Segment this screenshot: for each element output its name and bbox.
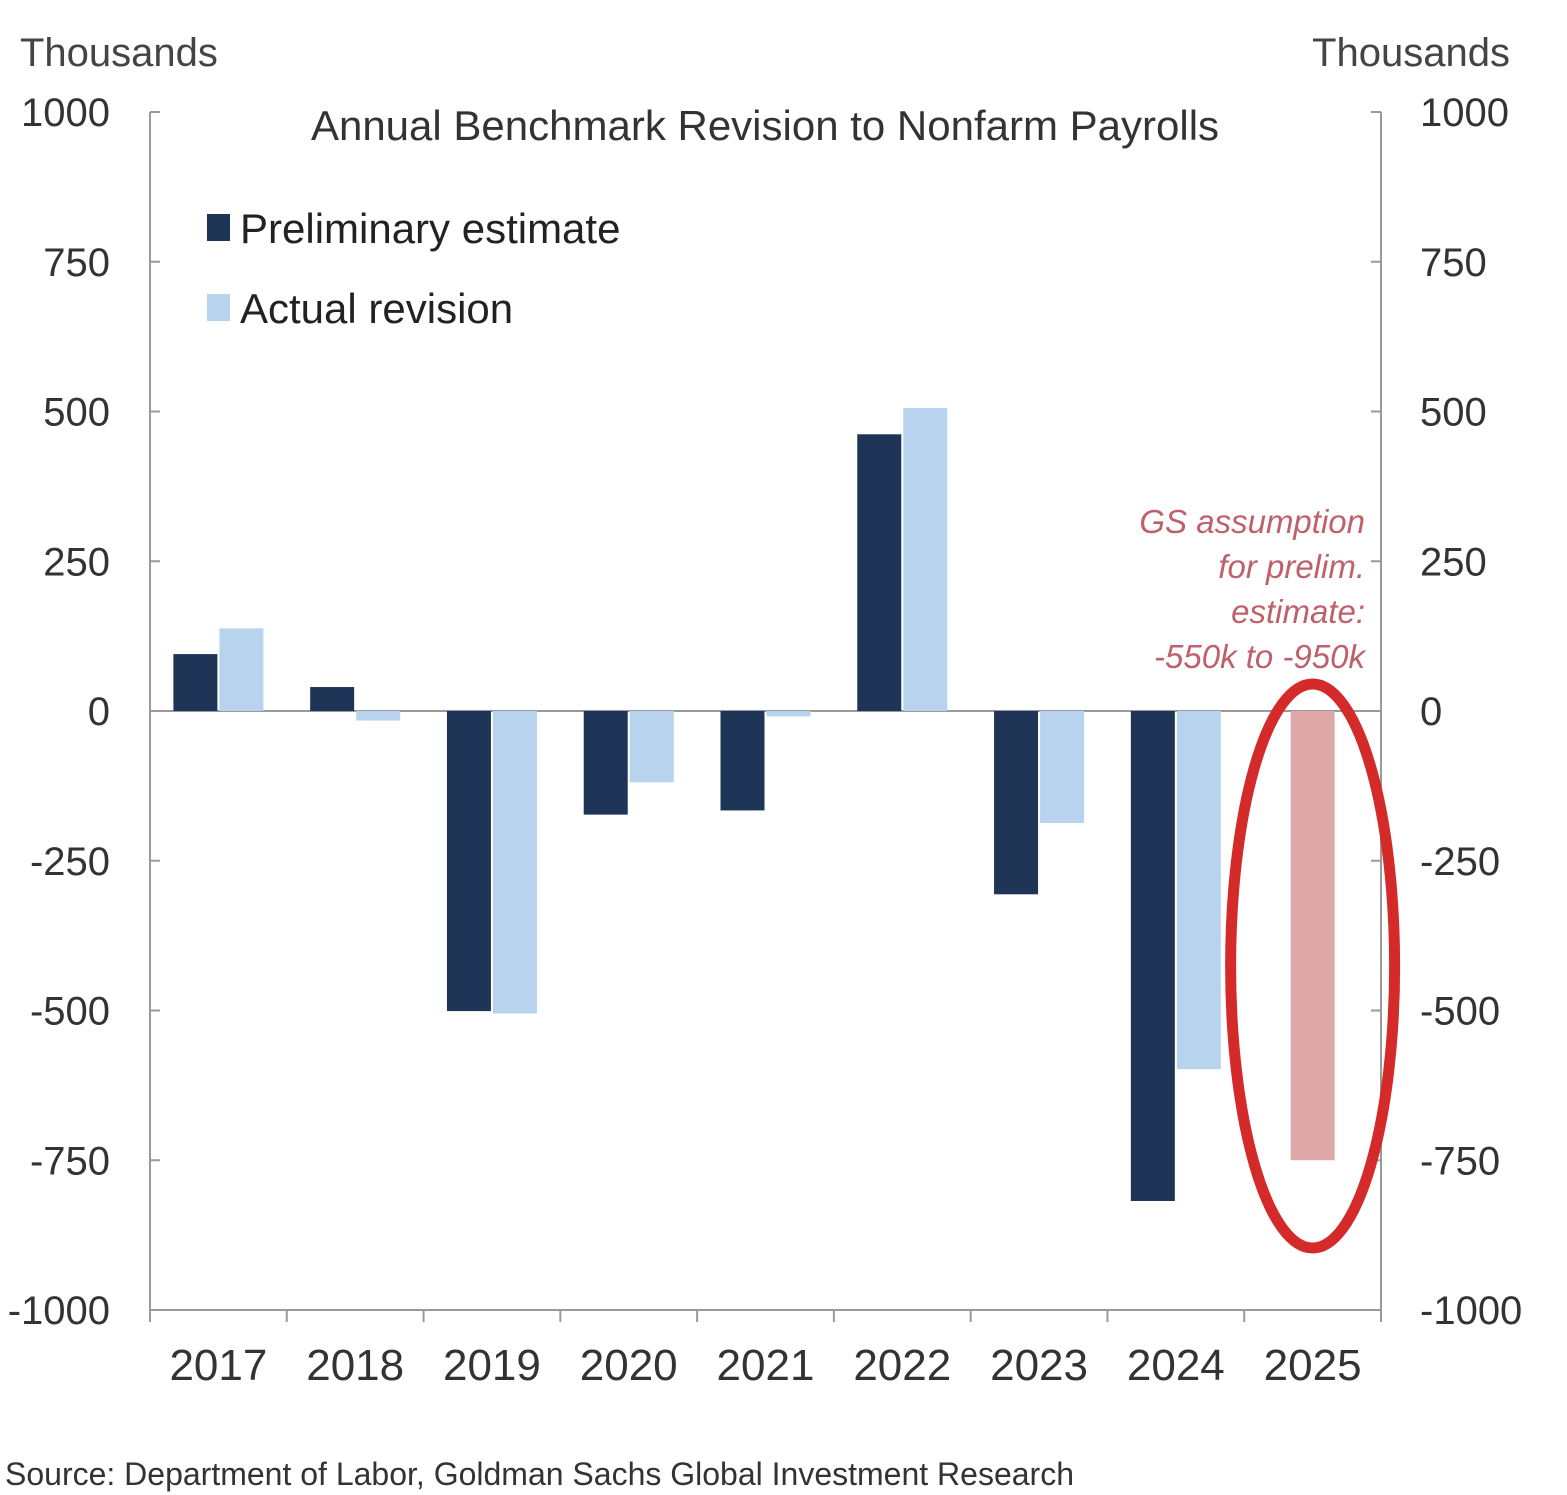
- highlight-ellipse: [1225, 678, 1401, 1254]
- legend-swatch-actual: [207, 294, 230, 321]
- bar-actual: [356, 711, 401, 721]
- annotation-line-3: estimate:: [1231, 593, 1365, 630]
- bar-preliminary: [310, 687, 355, 711]
- bar-actual: [903, 407, 948, 711]
- bar-actual: [1176, 711, 1221, 1070]
- left-tick-label: 0: [88, 690, 110, 734]
- left-tick-label: 1000: [21, 91, 110, 135]
- chart-title: Annual Benchmark Revision to Nonfarm Pay…: [311, 102, 1219, 149]
- source-note: Source: Department of Labor, Goldman Sac…: [5, 1456, 1074, 1492]
- bar-preliminary: [1130, 711, 1175, 1201]
- bar-actual: [766, 711, 811, 717]
- right-axis-unit: Thousands: [1312, 31, 1510, 75]
- category-label: 2022: [853, 1341, 951, 1390]
- left-tick-label: -750: [30, 1139, 110, 1183]
- category-label: 2025: [1264, 1341, 1362, 1390]
- right-tick-label: 250: [1420, 540, 1487, 584]
- annotation-line-1: GS assumption: [1139, 503, 1365, 540]
- legend-label-preliminary: Preliminary estimate: [240, 205, 620, 252]
- annotation-line-2: for prelim.: [1218, 548, 1365, 585]
- tick-labels: 1000 1000 750 750 500 500 250 250 0 0 -250 -250 -500…: [8, 91, 1523, 1390]
- left-tick-label: 500: [43, 391, 110, 435]
- left-tick-label: -500: [30, 990, 110, 1034]
- category-label: 2018: [306, 1341, 404, 1390]
- bar-actual: [1040, 711, 1085, 824]
- bar-preliminary: [720, 711, 765, 811]
- bars: [173, 407, 1335, 1201]
- category-label: 2017: [169, 1341, 267, 1390]
- right-tick-label: -500: [1420, 990, 1500, 1034]
- annotation-line-4: -550k to -950k: [1154, 638, 1366, 675]
- right-tick-label: 1000: [1420, 91, 1509, 135]
- left-axis-unit: Thousands: [20, 31, 218, 75]
- left-tick-label: 750: [43, 241, 110, 285]
- bar-preliminary: [994, 711, 1039, 895]
- gs-annotation: GS assumption for prelim. estimate: -550…: [1139, 503, 1366, 675]
- left-tick-label: -250: [30, 840, 110, 884]
- bar-preliminary: [446, 711, 491, 1012]
- category-label: 2024: [1127, 1341, 1225, 1390]
- right-tick-label: -1000: [1420, 1289, 1522, 1333]
- right-tick-label: 500: [1420, 391, 1487, 435]
- left-tick-label: 250: [43, 540, 110, 584]
- bar-actual: [492, 711, 537, 1014]
- left-tick-label: -1000: [8, 1289, 110, 1333]
- bar-preliminary: [583, 711, 628, 815]
- bar-actual: [629, 711, 674, 783]
- category-label: 2021: [717, 1341, 815, 1390]
- right-tick-label: 750: [1420, 241, 1487, 285]
- bar-preliminary: [173, 654, 218, 711]
- right-tick-label: 0: [1420, 690, 1442, 734]
- bar-actual: [219, 628, 264, 711]
- legend-label-actual: Actual revision: [240, 285, 513, 332]
- legend: Preliminary estimate Actual revision: [207, 205, 620, 332]
- right-tick-label: -250: [1420, 840, 1500, 884]
- legend-swatch-preliminary: [207, 214, 230, 241]
- category-label: 2019: [443, 1341, 541, 1390]
- bar-gs-assumption: [1290, 711, 1335, 1161]
- right-tick-label: -750: [1420, 1139, 1500, 1183]
- category-label: 2023: [990, 1341, 1088, 1390]
- category-label: 2020: [580, 1341, 678, 1390]
- bar-preliminary: [857, 434, 902, 711]
